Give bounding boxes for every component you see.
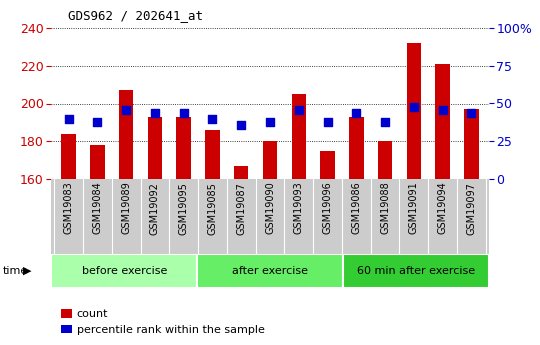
Point <box>208 116 217 121</box>
Bar <box>320 151 335 179</box>
Text: GSM19096: GSM19096 <box>322 181 333 234</box>
Text: ▶: ▶ <box>23 266 31 276</box>
Point <box>266 119 274 125</box>
Text: GSM19091: GSM19091 <box>409 181 419 234</box>
Text: GSM19094: GSM19094 <box>437 181 448 234</box>
Text: time: time <box>3 266 28 276</box>
Bar <box>119 90 133 179</box>
Bar <box>51 254 197 288</box>
Bar <box>62 134 76 179</box>
Bar <box>263 141 277 179</box>
Text: GSM19087: GSM19087 <box>236 181 246 235</box>
Text: GSM19089: GSM19089 <box>121 181 131 234</box>
Point <box>64 116 73 121</box>
Point <box>151 110 159 115</box>
Point <box>467 110 476 115</box>
Point <box>381 119 389 125</box>
Point <box>179 110 188 115</box>
Bar <box>435 63 450 179</box>
Text: 60 min after exercise: 60 min after exercise <box>357 266 475 276</box>
Text: GSM19095: GSM19095 <box>179 181 188 235</box>
Bar <box>343 254 489 288</box>
Bar <box>378 141 392 179</box>
Point <box>93 119 102 125</box>
Text: GSM19085: GSM19085 <box>207 181 218 235</box>
Bar <box>197 254 343 288</box>
Bar <box>177 117 191 179</box>
Text: GSM19093: GSM19093 <box>294 181 304 234</box>
Text: GSM19092: GSM19092 <box>150 181 160 235</box>
Bar <box>205 130 220 179</box>
Text: GSM19088: GSM19088 <box>380 181 390 234</box>
Text: GSM19084: GSM19084 <box>92 181 103 234</box>
Bar <box>292 94 306 179</box>
Text: GDS962 / 202641_at: GDS962 / 202641_at <box>68 9 202 22</box>
Bar <box>90 145 105 179</box>
Legend: count, percentile rank within the sample: count, percentile rank within the sample <box>57 305 269 339</box>
Point <box>237 122 246 128</box>
Point <box>122 107 131 112</box>
Bar <box>349 117 363 179</box>
Bar <box>407 43 421 179</box>
Text: GSM19083: GSM19083 <box>64 181 73 234</box>
Point <box>294 107 303 112</box>
Point <box>409 104 418 109</box>
Text: GSM19097: GSM19097 <box>467 181 476 235</box>
Bar <box>148 117 162 179</box>
Bar <box>234 166 248 179</box>
Point <box>323 119 332 125</box>
Point <box>438 107 447 112</box>
Text: GSM19090: GSM19090 <box>265 181 275 234</box>
Text: after exercise: after exercise <box>232 266 308 276</box>
Point <box>352 110 361 115</box>
Bar <box>464 109 478 179</box>
Text: GSM19086: GSM19086 <box>352 181 361 234</box>
Text: before exercise: before exercise <box>82 266 167 276</box>
